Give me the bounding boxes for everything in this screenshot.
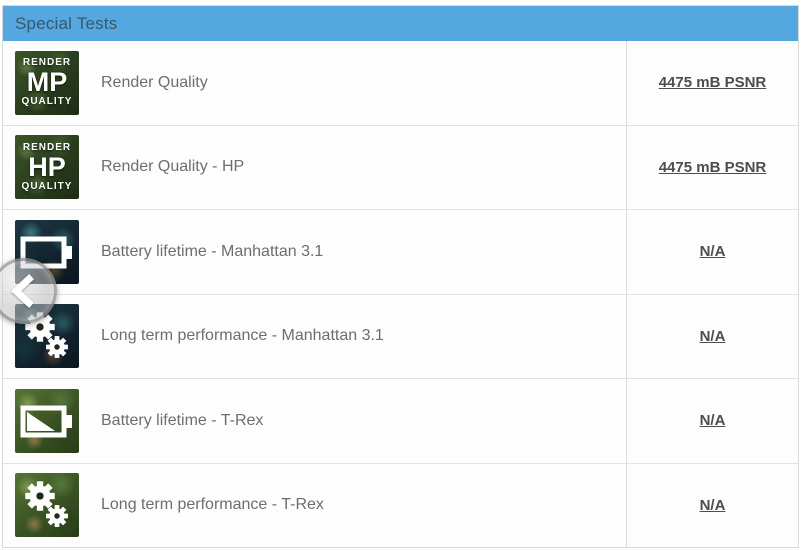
chevron-left-icon xyxy=(4,271,44,311)
special-tests-table: Special Tests RENDER MP QUALITY Render Qua… xyxy=(2,5,799,548)
gears-icon xyxy=(15,473,79,538)
carousel-prev-button[interactable] xyxy=(0,258,57,324)
test-row: Battery lifetime - T-Rex N/A xyxy=(3,379,798,464)
test-name-label: Long term performance - T-Rex xyxy=(101,496,324,514)
test-name-label: Battery lifetime - T-Rex xyxy=(101,411,264,429)
result-link[interactable]: 4475 mB PSNR xyxy=(658,74,767,92)
table-title: Special Tests xyxy=(15,13,118,33)
result-cell: N/A xyxy=(626,210,798,294)
result-cell: N/A xyxy=(626,294,798,378)
test-name-label: Render Quality - HP xyxy=(101,158,245,176)
result-cell: 4475 mB PSNR xyxy=(626,125,798,209)
test-name-label: Long term performance - Manhattan 3.1 xyxy=(101,327,384,345)
render-quality-tile-text: RENDER MP QUALITY xyxy=(21,57,73,108)
result-link[interactable]: N/A xyxy=(699,496,726,514)
render-quality-tile-text: RENDER HP QUALITY xyxy=(21,141,73,192)
result-link[interactable]: N/A xyxy=(699,412,726,430)
test-row: RENDER HP QUALITY Render Quality - HP 4475… xyxy=(3,125,798,210)
table-header: Special Tests xyxy=(3,6,798,41)
render-hp-quality-icon: RENDER HP QUALITY xyxy=(15,135,79,200)
result-link[interactable]: 4475 mB PSNR xyxy=(658,158,767,176)
test-name-label: Render Quality xyxy=(101,73,208,91)
result-link[interactable]: N/A xyxy=(699,243,726,261)
test-row: Battery lifetime - Manhattan 3.1 N/A xyxy=(3,210,798,295)
battery-half-icon xyxy=(15,388,79,453)
test-name-label: Battery lifetime - Manhattan 3.1 xyxy=(101,242,324,260)
result-cell: N/A xyxy=(626,463,798,547)
result-cell: 4475 mB PSNR xyxy=(626,41,798,125)
result-link[interactable]: N/A xyxy=(699,327,726,345)
test-row: Long term performance - T-Rex N/A xyxy=(3,463,798,547)
result-cell: N/A xyxy=(626,379,798,463)
test-row: Long term performance - Manhattan 3.1 N/… xyxy=(3,294,798,379)
test-row: RENDER MP QUALITY Render Quality 4475 mB P… xyxy=(3,41,798,126)
render-mp-quality-icon: RENDER MP QUALITY xyxy=(15,50,79,115)
rows: RENDER MP QUALITY Render Quality 4475 mB P… xyxy=(3,41,798,547)
